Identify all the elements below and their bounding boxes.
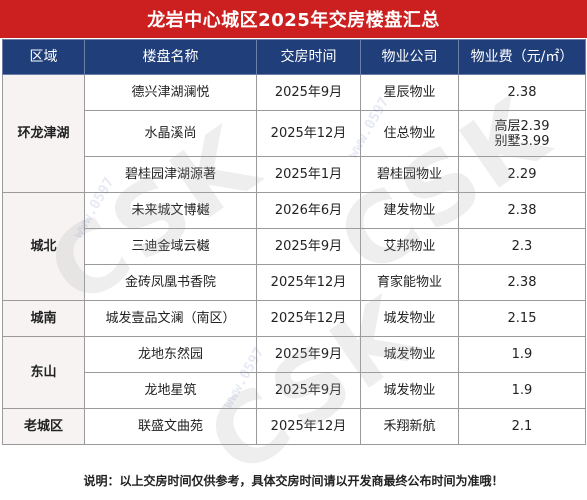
project-name-cell: 城发壹品文澜（南区） — [84, 300, 257, 337]
region-cell: 城北 — [2, 192, 85, 301]
footer-note: 说明：以上交房时间仅供参考，具体交房时间请以开发商最终公布时间为准哦！ — [0, 461, 587, 500]
property-fee-cell: 2.15 — [458, 300, 586, 337]
property-fee-cell: 2.3 — [458, 228, 586, 265]
fee-value: 2.1 — [511, 419, 533, 434]
property-company-cell: 碧桂园物业 — [360, 156, 459, 193]
project-name-cell: 联盛文曲苑 — [84, 408, 257, 445]
property-fee-cell: 2.1 — [458, 408, 586, 445]
property-fee-cell: 1.9 — [458, 372, 586, 409]
property-fee-cell: 2.38 — [458, 74, 586, 111]
property-fee-cell: 1.9 — [458, 336, 586, 373]
table-row: 城北 未来城文博樾 2026年6月 建发物业 2.38 — [2, 192, 586, 301]
table-row: 碧桂园津湖源著 2025年1月 碧桂园物业 2.29 — [3, 156, 586, 193]
region-cell: 环龙津湖 — [2, 74, 85, 193]
fee-value: 2.3 — [511, 239, 533, 254]
region-cell: 老城区 — [2, 408, 85, 445]
header-date: 交房时间 — [256, 39, 361, 75]
property-fee-cell: 2.38 — [458, 192, 586, 229]
property-company-cell: 星辰物业 — [360, 74, 459, 111]
table-row: 老城区 联盛文曲苑 2025年12月 禾翔新航 2.1 — [2, 408, 586, 445]
handover-date-cell: 2025年12月 — [256, 264, 361, 301]
handover-date-cell: 2026年6月 — [256, 192, 361, 229]
table-row: 环龙津湖 德兴津湖澜悦 2025年9月 星辰物业 2.38 — [2, 74, 586, 193]
fee-value: 2.29 — [507, 167, 537, 182]
table-row: 三迪金域云樾 2025年9月 艾邦物业 2.3 — [3, 228, 586, 265]
handover-date-cell: 2025年12月 — [256, 110, 361, 157]
header-region: 区域 — [2, 39, 85, 75]
region-cell: 城南 — [2, 300, 85, 337]
project-name-cell: 未来城文博樾 — [84, 192, 257, 229]
property-company-cell: 城发物业 — [360, 300, 459, 337]
handover-date-cell: 2025年1月 — [256, 156, 361, 193]
fee-value: 2.38 — [507, 275, 537, 290]
project-name-cell: 三迪金域云樾 — [84, 228, 257, 265]
handover-date-cell: 2025年12月 — [256, 300, 361, 337]
handover-date-cell: 2025年9月 — [256, 372, 361, 409]
fee-value: 2.38 — [507, 85, 537, 100]
header-company: 物业公司 — [360, 39, 459, 75]
housing-table: 区域 楼盘名称 交房时间 物业公司 物业费（元/㎡） 环龙津湖 德兴津湖澜悦 202… — [2, 39, 586, 445]
property-fee-cell: 2.38 — [458, 264, 586, 301]
fee-value: 别墅3.99 — [494, 133, 550, 149]
property-company-cell: 艾邦物业 — [360, 228, 459, 265]
property-company-cell: 育家能物业 — [360, 264, 459, 301]
table-row: 城南 城发壹品文澜（南区） 2025年12月 城发物业 2.15 — [2, 300, 586, 337]
region-cell: 东山 — [2, 336, 85, 409]
fee-value: 高层2.39 — [494, 118, 550, 134]
project-name-cell: 金砖凤凰书香院 — [84, 264, 257, 301]
fee-value: 2.38 — [507, 203, 537, 218]
property-company-cell: 禾翔新航 — [360, 408, 459, 445]
table-body: 环龙津湖 德兴津湖澜悦 2025年9月 星辰物业 2.38 水晶溪尚 2025年12月 住总物… — [2, 74, 586, 445]
project-name-cell: 水晶溪尚 — [84, 110, 257, 157]
fee-value: 1.9 — [511, 347, 533, 362]
property-fee-cell: 2.29 — [458, 156, 586, 193]
table-row: 龙地星筑 2025年9月 城发物业 1.9 — [3, 372, 586, 409]
header-fee: 物业费（元/㎡） — [458, 39, 586, 75]
property-company-cell: 城发物业 — [360, 372, 459, 409]
table-row: 金砖凤凰书香院 2025年12月 育家能物业 2.38 — [3, 264, 586, 301]
handover-date-cell: 2025年9月 — [256, 74, 361, 111]
table-row: 东山 龙地东然园 2025年9月 城发物业 1.9 — [2, 336, 586, 409]
project-name-cell: 龙地星筑 — [84, 372, 257, 409]
project-name-cell: 德兴津湖澜悦 — [84, 74, 257, 111]
property-fee-cell: 高层2.39 别墅3.99 — [458, 110, 586, 157]
fee-value: 2.15 — [507, 311, 537, 326]
fee-value: 1.9 — [511, 383, 533, 398]
handover-date-cell: 2025年9月 — [256, 228, 361, 265]
handover-date-cell: 2025年12月 — [256, 408, 361, 445]
page-title: 龙岩中心城区2025年交房楼盘汇总 — [0, 0, 587, 38]
header-name: 楼盘名称 — [84, 39, 257, 75]
project-name-cell: 碧桂园津湖源著 — [84, 156, 257, 193]
property-company-cell: 城发物业 — [360, 336, 459, 373]
table-header-row: 区域 楼盘名称 交房时间 物业公司 物业费（元/㎡） — [2, 39, 586, 75]
table-row: 水晶溪尚 2025年12月 住总物业 高层2.39 别墅3.99 — [3, 110, 586, 157]
property-company-cell: 建发物业 — [360, 192, 459, 229]
project-name-cell: 龙地东然园 — [84, 336, 257, 373]
handover-date-cell: 2025年9月 — [256, 336, 361, 373]
property-company-cell: 住总物业 — [360, 110, 459, 157]
